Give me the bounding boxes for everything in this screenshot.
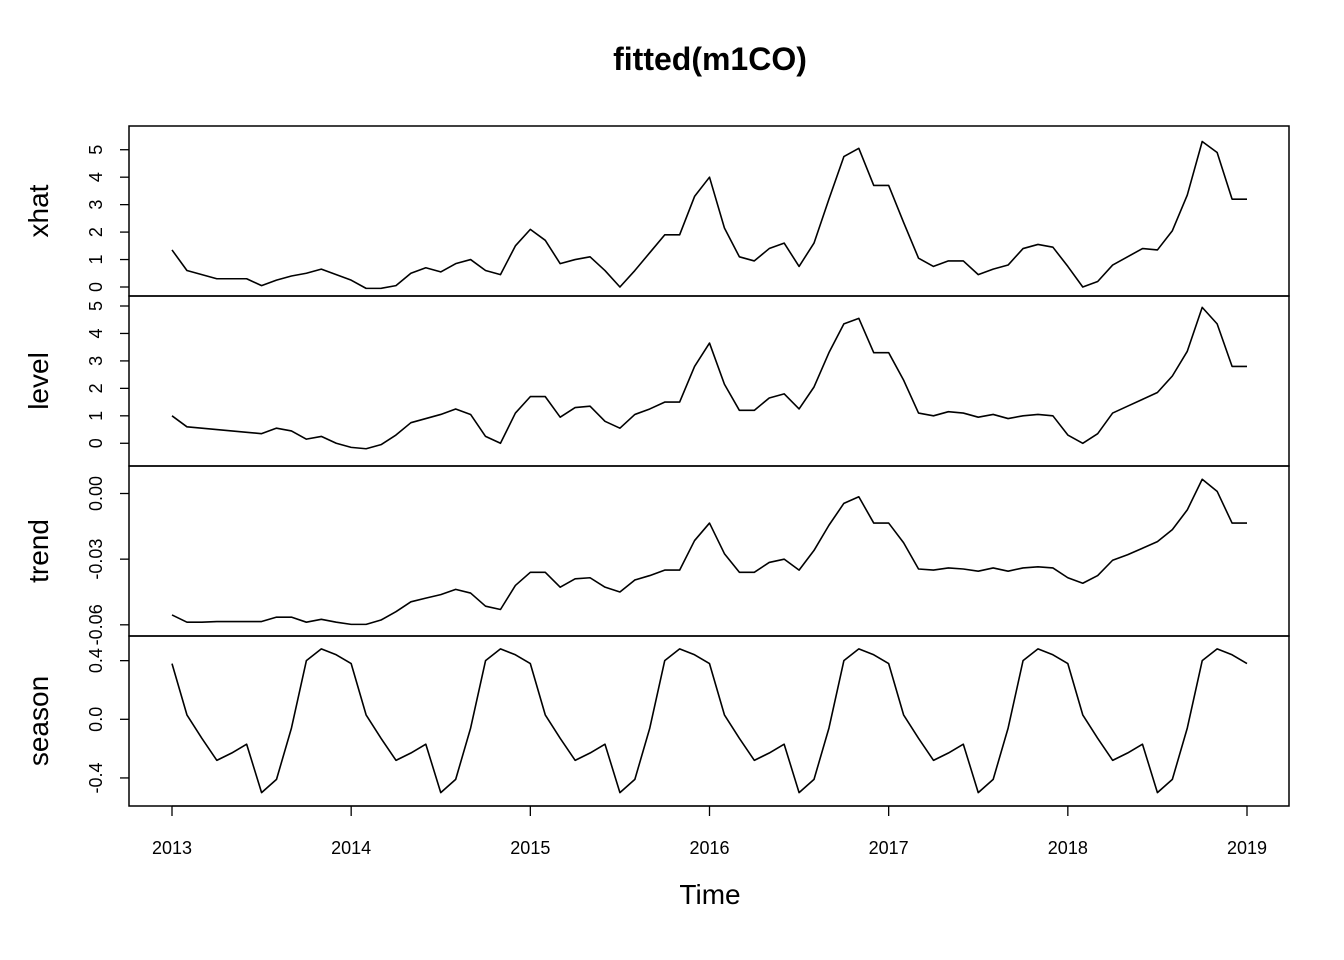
- y-tick-label: 2: [86, 383, 106, 393]
- y-axis-label-level: level: [23, 352, 54, 410]
- x-tick-label: 2018: [1048, 838, 1088, 858]
- x-tick-label: 2016: [689, 838, 729, 858]
- y-tick-label: 0.0: [86, 707, 106, 732]
- y-axis-label-trend: trend: [23, 519, 54, 583]
- panel-frame-trend: [128, 465, 1290, 637]
- panel-frame-level: [128, 295, 1290, 467]
- panel-frame-xhat: [128, 125, 1290, 297]
- y-tick-label: 0.4: [86, 648, 106, 673]
- y-tick-label: 5: [86, 301, 106, 311]
- panel-level: 0 1 2 3 4 5 level: [23, 295, 1290, 467]
- y-tick-label: 4: [86, 172, 106, 182]
- y-tick-label: -0.06: [86, 604, 106, 645]
- y-tick-label: 3: [86, 200, 106, 210]
- y-axis-xhat: 0 1 2 3 4 5: [86, 145, 129, 292]
- y-tick-label: 4: [86, 328, 106, 338]
- x-tick-label: 2015: [510, 838, 550, 858]
- y-tick-label: 1: [86, 411, 106, 421]
- panel-trend: -0.06 -0.03 0.00 trend: [23, 465, 1290, 645]
- y-axis-label-xhat: xhat: [23, 184, 54, 237]
- x-tick-label: 2019: [1227, 838, 1267, 858]
- y-tick-label: -0.03: [86, 539, 106, 580]
- y-tick-label: 0.00: [86, 476, 106, 511]
- y-tick-label: 2: [86, 227, 106, 237]
- panel-season: -0.4 0.0 0.4 season: [23, 635, 1290, 807]
- series-line-season: [171, 648, 1248, 794]
- panel-frame-season: [128, 635, 1290, 807]
- y-axis-level: 0 1 2 3 4 5: [86, 301, 129, 448]
- x-tick-label: 2014: [331, 838, 371, 858]
- series-line-level: [171, 306, 1247, 450]
- chart-title: fitted(m1CO): [613, 41, 807, 77]
- y-axis-label-season: season: [23, 676, 54, 766]
- series-line-xhat: [171, 140, 1247, 290]
- y-tick-label: 0: [86, 282, 106, 292]
- y-tick-label: 5: [86, 145, 106, 155]
- y-tick-label: -0.4: [86, 762, 106, 793]
- panel-xhat: 0 1 2 3 4 5 xhat: [23, 125, 1290, 297]
- y-tick-label: 0: [86, 438, 106, 448]
- series-line-trend: [171, 478, 1247, 626]
- x-axis: 2013 2014 2015 2016 2017 2018 2019: [152, 805, 1267, 858]
- y-tick-label: 3: [86, 356, 106, 366]
- y-axis-season: -0.4 0.0 0.4: [86, 648, 129, 793]
- panels: 0 1 2 3 4 5 xhat 0 1 2 3 4 5 level -0.06 -0.03 0.00 trend…: [23, 125, 1290, 807]
- x-tick-label: 2017: [869, 838, 909, 858]
- x-axis-label: Time: [679, 879, 740, 910]
- y-tick-label: 1: [86, 255, 106, 265]
- x-tick-label: 2013: [152, 838, 192, 858]
- y-axis-trend: -0.06 -0.03 0.00: [86, 476, 129, 645]
